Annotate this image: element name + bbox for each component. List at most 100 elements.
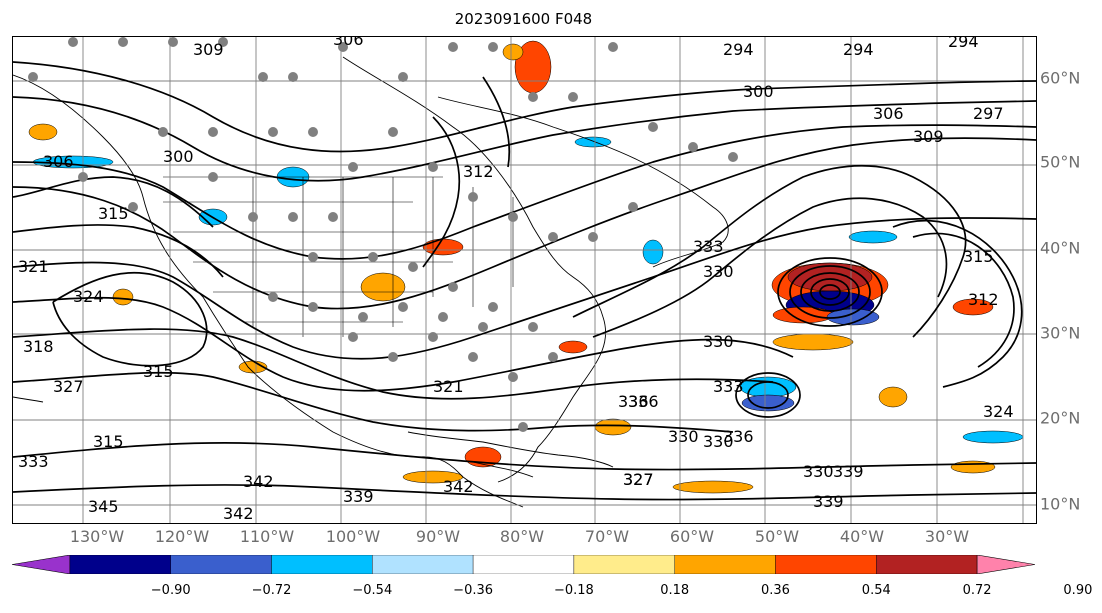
chart-title: 2023091600 F048	[454, 10, 593, 28]
contour-layer	[13, 61, 1036, 501]
station-dot	[468, 192, 478, 202]
colorbar-tick: −0.90	[150, 583, 191, 598]
station-dot	[258, 72, 268, 82]
station-dot	[648, 122, 658, 132]
colorbar-segment	[573, 555, 675, 574]
station-dot	[448, 42, 458, 52]
contour-label: 333	[713, 377, 744, 396]
station-dot	[248, 212, 258, 222]
station-dot	[478, 322, 488, 332]
latitude-label: 60°N	[1040, 68, 1081, 88]
vorticity-patch	[594, 418, 632, 436]
vorticity-patch	[848, 230, 898, 244]
weather-map: 309 306 294 294 294 300 297 306 309 312 306 300 315 3…	[12, 36, 1037, 524]
contour-label: 345	[88, 497, 119, 516]
contour-label: 330	[668, 427, 699, 446]
vorticity-patch	[672, 480, 754, 494]
station-dot	[28, 72, 38, 82]
contour-label: 294	[948, 37, 979, 51]
contour-label: 339	[833, 462, 864, 481]
longitude-label: 130°W	[69, 527, 125, 546]
contour-label: 321	[433, 377, 464, 396]
contour-label: 330	[703, 432, 734, 451]
station-dot	[428, 332, 438, 342]
vorticity-patch	[558, 340, 588, 354]
colorbar-tick: 0.36	[761, 583, 790, 598]
colorbar-tick: 0.54	[861, 583, 891, 598]
station-dot	[328, 212, 338, 222]
station-dot	[448, 282, 458, 292]
contour-label: 294	[843, 40, 874, 59]
contour-label: 312	[463, 162, 494, 181]
vorticity-patch	[422, 238, 464, 256]
station-dot	[358, 312, 368, 322]
station-dot	[208, 127, 218, 137]
station-dot	[588, 232, 598, 242]
station-dot	[308, 252, 318, 262]
contour-label-layer: 309 306 294 294 294 300 297 306 309 312 306 300 315 3…	[18, 37, 1014, 523]
station-dot	[68, 37, 78, 47]
contour-label: 330	[703, 332, 734, 351]
station-dot	[568, 92, 578, 102]
vorticity-patch	[962, 430, 1024, 444]
vorticity-patch	[952, 298, 994, 316]
station-dot	[438, 312, 448, 322]
colorbar-segment	[271, 555, 373, 574]
colorbar-tick: −0.72	[251, 583, 292, 598]
contour-label: 315	[93, 432, 124, 451]
station-dot	[208, 172, 218, 182]
contour-label: 336	[723, 427, 754, 446]
station-dot	[468, 352, 478, 362]
station-dot	[528, 92, 538, 102]
station-dot	[508, 372, 518, 382]
vorticity-patch	[642, 239, 664, 265]
latitude-label: 20°N	[1040, 408, 1081, 428]
station-dot	[288, 212, 298, 222]
colorbar-segment	[372, 555, 474, 574]
colorbar-segment	[876, 555, 978, 574]
station-dot	[488, 42, 498, 52]
colorbar-extend-high	[976, 555, 1035, 574]
station-dot	[78, 172, 88, 182]
coastline-layer	[13, 56, 729, 508]
station-dot	[348, 332, 358, 342]
colorbar-tick: 0.72	[962, 583, 992, 598]
graticule-layer	[13, 37, 1036, 523]
contour-label: 330	[803, 462, 834, 481]
longitude-label: 100°W	[325, 527, 381, 546]
longitude-label: 60°W	[669, 527, 715, 546]
station-dot-layer	[28, 37, 738, 432]
colorbar-segment	[170, 555, 272, 574]
longitude-label: 90°W	[415, 527, 461, 546]
station-dot	[118, 37, 128, 47]
latitude-label: 30°N	[1040, 323, 1081, 343]
station-dot	[308, 127, 318, 137]
station-dot	[388, 352, 398, 362]
station-dot	[288, 72, 298, 82]
station-dot	[528, 322, 538, 332]
contour-label: 336	[618, 392, 649, 411]
colorbar-segment	[69, 555, 171, 574]
latitude-label: 50°N	[1040, 152, 1081, 172]
contour-label: 339	[813, 492, 844, 511]
station-dot	[158, 127, 168, 137]
station-dot	[728, 152, 738, 162]
station-dot	[688, 142, 698, 152]
station-dot	[128, 202, 138, 212]
colorbar-tick: 0.90	[1063, 583, 1093, 598]
station-dot	[548, 352, 558, 362]
contour-label: 342	[243, 472, 274, 491]
longitude-label: 50°W	[754, 527, 800, 546]
contour-label: 312	[968, 290, 999, 309]
longitude-label: 70°W	[584, 527, 630, 546]
contour-label: 333	[693, 237, 724, 256]
station-dot	[308, 302, 318, 312]
contour-label: 327	[623, 470, 654, 489]
station-dot	[398, 72, 408, 82]
station-dot	[408, 262, 418, 272]
contour-label: 309	[193, 40, 224, 59]
station-dot	[268, 292, 278, 302]
contour-label: 315	[143, 362, 174, 381]
latitude-label: 40°N	[1040, 238, 1081, 258]
contour-label: 294	[723, 40, 754, 59]
